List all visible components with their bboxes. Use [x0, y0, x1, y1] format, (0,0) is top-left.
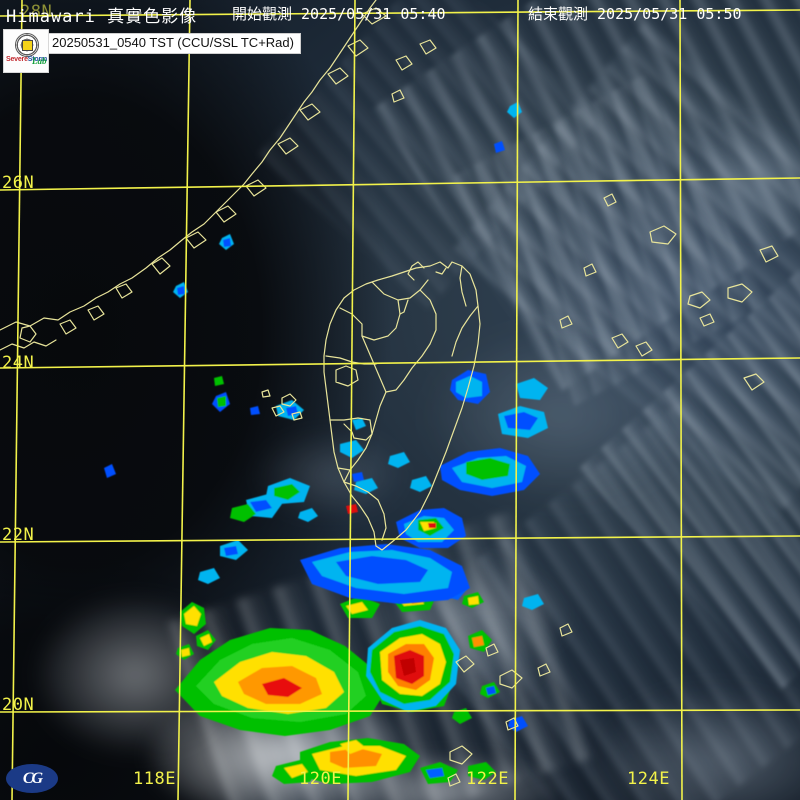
agency-watermark-logo: CG — [6, 764, 58, 793]
echo-scattered-cells — [104, 102, 544, 732]
gridline-lat-28 — [0, 9, 800, 17]
china-island-7 — [215, 205, 237, 223]
china-island-12 — [347, 39, 369, 57]
batanes-island-6 — [537, 663, 551, 677]
lat-label-28n-occluded: 28N — [20, 2, 53, 22]
china-island-9 — [277, 137, 299, 155]
batanes-island-4 — [449, 745, 473, 765]
county-border-1 — [371, 279, 429, 301]
china-island-10 — [299, 103, 321, 121]
gridline-lon-118 — [177, 0, 191, 800]
ryukyu-island-11 — [743, 373, 765, 391]
county-border-13 — [377, 499, 387, 541]
ryukyu-island-2 — [649, 225, 677, 245]
lab-logo-severe: Severe — [6, 56, 28, 63]
gridline-lon-120 — [347, 0, 356, 800]
china-coastline — [0, 0, 377, 331]
image-caption-label: 20250531_0540 TST (CCU/SSL TC+Rad) — [45, 33, 301, 54]
ryukyu-island-3 — [687, 291, 711, 309]
county-border-3 — [419, 289, 437, 345]
lon-label-120e: 120E — [299, 769, 342, 789]
lat-label-20n: 20N — [2, 695, 35, 715]
ryukyu-island-7 — [699, 313, 715, 327]
page-title: Himawari 真實色影像 — [6, 7, 198, 27]
batanes-island-1 — [455, 655, 475, 673]
ryukyu-island-10 — [583, 263, 597, 277]
batanes-island-5 — [447, 773, 461, 787]
observation-start-time: 開始觀測 2025/05/31 05:40 — [232, 5, 446, 23]
china-island-5 — [151, 257, 171, 275]
matsu-island-2 — [419, 39, 437, 55]
county-border-east2 — [451, 305, 479, 357]
china-island-3 — [87, 305, 105, 321]
lon-label-118e: 118E — [133, 769, 176, 789]
china-island-4 — [115, 283, 133, 299]
china-island-2 — [59, 319, 77, 335]
china-coast-detail-1 — [0, 339, 57, 351]
county-border-14 — [353, 433, 373, 441]
batanes-island-7 — [559, 623, 573, 637]
gridline-lat-26 — [0, 177, 800, 191]
echo-cluster-bottom-center — [272, 738, 496, 784]
china-island-8 — [245, 179, 267, 197]
taiwan-north-notch — [435, 267, 447, 275]
penghu-4 — [261, 389, 271, 398]
lab-logo-storm: Storm — [27, 56, 47, 63]
echo-cluster-southwest — [175, 602, 450, 736]
observation-end-time: 結束觀測 2025/05/31 05:50 — [528, 5, 742, 23]
ryukyu-island-1 — [603, 193, 617, 207]
county-border-2 — [361, 299, 401, 341]
ryukyu-island-4 — [727, 283, 753, 303]
lat-label-26n: 26N — [2, 173, 35, 193]
china-island-13 — [361, 7, 387, 25]
county-border-9 — [329, 417, 373, 435]
taiwan-north-cape — [407, 261, 425, 281]
lab-logo-text-primary: SevereStorm — [6, 56, 47, 63]
gridline-lon-122 — [514, 0, 519, 800]
batanes-island-8 — [505, 717, 519, 731]
lat-label-22n: 22N — [2, 525, 35, 545]
university-seal-icon — [15, 33, 39, 57]
penghu-main — [281, 393, 297, 407]
lon-label-122e: 122E — [466, 769, 509, 789]
county-enclave — [335, 365, 359, 387]
watermark-text: CG — [22, 769, 43, 787]
china-island-11 — [327, 67, 349, 85]
county-border-16 — [399, 299, 409, 315]
county-border-east — [459, 265, 467, 307]
gridline-lat-22 — [0, 535, 800, 543]
penghu-3 — [291, 411, 303, 421]
matsu-island — [395, 55, 413, 71]
china-island-6 — [185, 231, 207, 249]
gridline-lon-116 — [11, 0, 23, 800]
gridline-lat-20 — [0, 709, 800, 713]
county-border-6 — [385, 343, 431, 393]
batanes-island-3 — [499, 669, 523, 689]
ryukyu-island-8 — [759, 245, 779, 263]
lab-logo-lab: Lab — [32, 56, 47, 66]
ryukyu-island-9 — [559, 315, 573, 329]
county-border-7 — [371, 391, 387, 435]
county-border-4 — [339, 307, 363, 337]
institution-logo: SevereStorm Lab — [3, 29, 49, 73]
small-island-n — [391, 89, 405, 103]
echo-band-south-taiwan — [300, 370, 548, 604]
batanes-island-2 — [485, 643, 499, 657]
ryukyu-island-6 — [635, 341, 653, 357]
gridline-lon-124 — [679, 0, 683, 800]
county-border-10 — [343, 433, 373, 483]
taiwan-island — [323, 261, 481, 551]
penghu-2 — [271, 405, 285, 417]
county-border-11 — [337, 467, 351, 471]
china-island-1 — [19, 325, 37, 343]
gridline-lat-24 — [0, 357, 800, 369]
lon-label-124e: 124E — [627, 769, 670, 789]
lat-label-24n: 24N — [2, 353, 35, 373]
ryukyu-island-5 — [611, 333, 629, 349]
